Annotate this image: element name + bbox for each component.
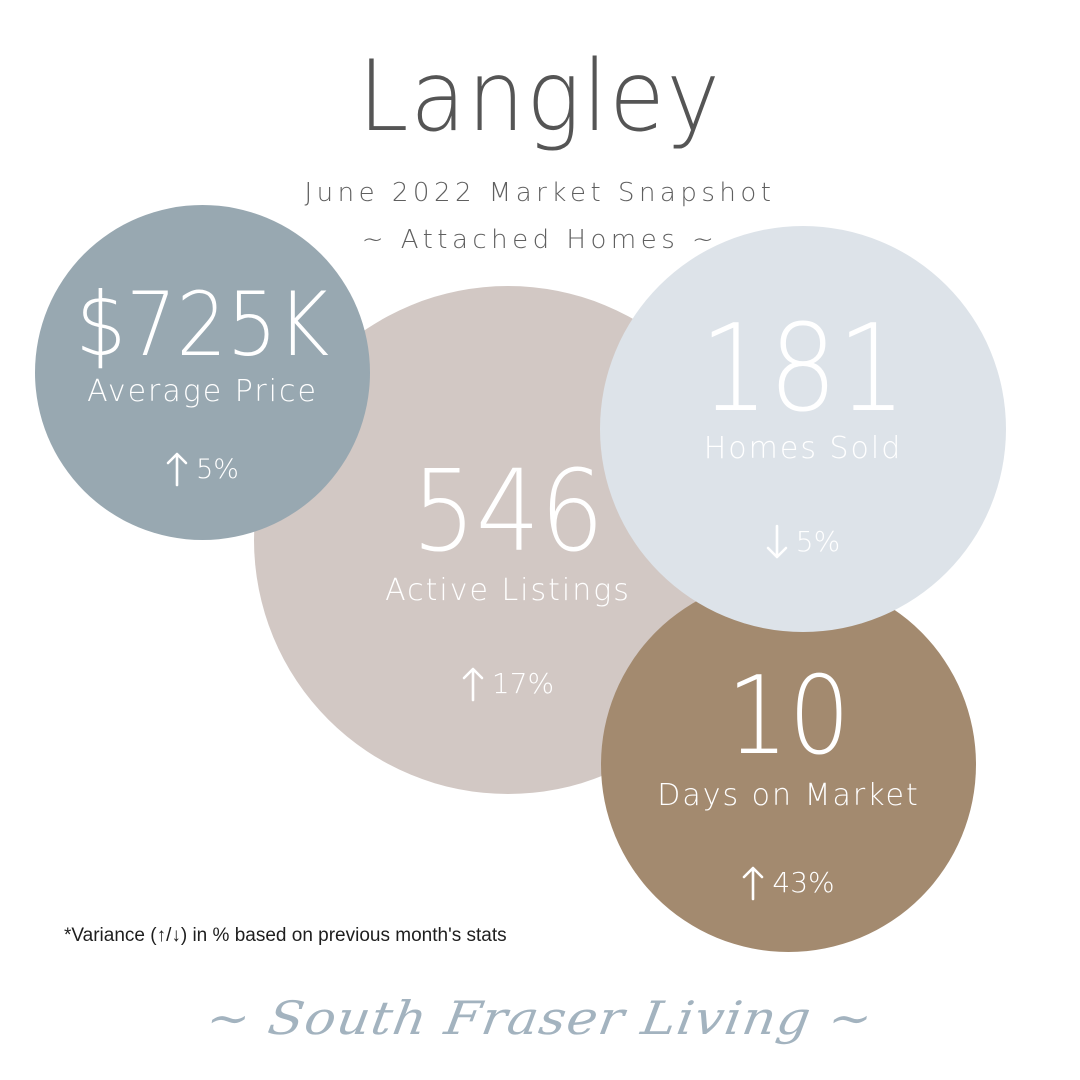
brand-signature: ~ South Fraser Living ~ [202,991,878,1045]
active-listings-value: 546 [411,447,605,577]
page-subtitle: June 2022 Market Snapshot [304,178,776,208]
arrow-up-icon [166,451,188,487]
arrow-up-icon [742,865,764,901]
homes-sold-value: 181 [699,300,907,439]
days-on-market-circle: 10 Days on Market 43% [601,577,976,952]
average-price-change: 5% [35,451,370,487]
days-on-market-change: 43% [601,865,976,901]
homes-sold-change: 5% [600,524,1006,560]
variance-footnote: *Variance (↑/↓) in % based on previous m… [64,925,507,946]
homes-sold-label: Homes Sold [703,431,903,466]
active-listings-change: 17% [254,666,762,702]
days-on-market-label: Days on Market [657,778,920,813]
page-title: Langley [358,40,722,154]
homes-sold-circle: 181 Homes Sold 5% [600,226,1006,632]
days-on-market-value: 10 [726,654,851,779]
homes-sold-change-value: 5% [795,525,841,558]
arrow-down-icon [766,524,788,560]
days-on-market-change-value: 43% [772,866,835,899]
average-price-value: $725K [75,273,330,376]
average-price-circle: $725K Average Price 5% [35,205,370,540]
average-price-change-value: 5% [196,453,239,485]
active-listings-label: Active Listings [385,573,631,608]
arrow-up-icon [462,666,484,702]
category-label: ~ Attached Homes ~ [361,225,719,255]
active-listings-change-value: 17% [491,667,555,700]
average-price-label: Average Price [87,374,318,409]
